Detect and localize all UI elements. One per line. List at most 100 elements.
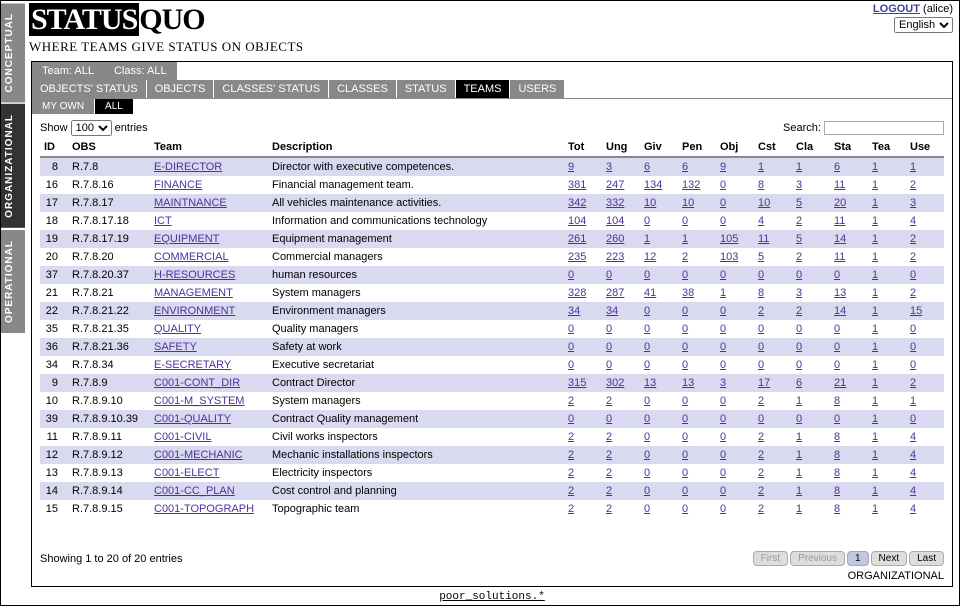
count-link[interactable]: 1: [872, 341, 878, 353]
count-link[interactable]: 0: [644, 431, 650, 443]
count-link[interactable]: 287: [606, 287, 624, 299]
count-link[interactable]: 0: [796, 269, 802, 281]
count-link[interactable]: 2: [568, 431, 574, 443]
count-link[interactable]: 1: [872, 215, 878, 227]
count-link[interactable]: 2: [910, 179, 916, 191]
count-link[interactable]: 2: [796, 215, 802, 227]
count-link[interactable]: 0: [720, 269, 726, 281]
pager-previous[interactable]: Previous: [790, 551, 845, 566]
count-link[interactable]: 1: [910, 161, 916, 173]
count-link[interactable]: 0: [720, 395, 726, 407]
count-link[interactable]: 0: [910, 323, 916, 335]
team-link[interactable]: C001-CONT_DIR: [154, 377, 240, 389]
count-link[interactable]: 0: [682, 341, 688, 353]
count-link[interactable]: 0: [644, 359, 650, 371]
tab-teams[interactable]: TEAMS: [456, 80, 511, 98]
count-link[interactable]: 8: [834, 449, 840, 461]
count-link[interactable]: 1: [796, 503, 802, 515]
col-tea[interactable]: Tea: [868, 138, 906, 157]
count-link[interactable]: 0: [720, 323, 726, 335]
count-link[interactable]: 1: [872, 179, 878, 191]
count-link[interactable]: 0: [720, 305, 726, 317]
count-link[interactable]: 10: [758, 197, 770, 209]
count-link[interactable]: 3: [796, 287, 802, 299]
count-link[interactable]: 17: [758, 377, 770, 389]
count-link[interactable]: 2: [796, 305, 802, 317]
tab-objects-status[interactable]: OBJECTS' STATUS: [32, 80, 147, 98]
team-link[interactable]: E-SECRETARY: [154, 359, 231, 371]
count-link[interactable]: 0: [796, 341, 802, 353]
count-link[interactable]: 2: [910, 287, 916, 299]
count-link[interactable]: 2: [758, 395, 764, 407]
count-link[interactable]: 0: [910, 413, 916, 425]
search-input[interactable]: [824, 121, 944, 135]
count-link[interactable]: 1: [872, 323, 878, 335]
context-tab[interactable]: Team: ALL: [32, 62, 104, 80]
count-link[interactable]: 315: [568, 377, 586, 389]
count-link[interactable]: 0: [910, 341, 916, 353]
count-link[interactable]: 1: [872, 449, 878, 461]
count-link[interactable]: 105: [720, 233, 738, 245]
count-link[interactable]: 2: [568, 467, 574, 479]
count-link[interactable]: 6: [682, 161, 688, 173]
count-link[interactable]: 2: [682, 251, 688, 263]
count-link[interactable]: 12: [644, 251, 656, 263]
count-link[interactable]: 0: [720, 449, 726, 461]
team-link[interactable]: FINANCE: [154, 179, 202, 191]
count-link[interactable]: 0: [644, 503, 650, 515]
team-link[interactable]: E-DIRECTOR: [154, 161, 222, 173]
count-link[interactable]: 3: [720, 377, 726, 389]
count-link[interactable]: 6: [796, 377, 802, 389]
team-link[interactable]: C001-QUALITY: [154, 413, 231, 425]
count-link[interactable]: 0: [758, 323, 764, 335]
col-description[interactable]: Description: [268, 138, 564, 157]
count-link[interactable]: 1: [796, 485, 802, 497]
count-link[interactable]: 0: [834, 341, 840, 353]
count-link[interactable]: 0: [758, 413, 764, 425]
count-link[interactable]: 0: [682, 503, 688, 515]
count-link[interactable]: 8: [834, 395, 840, 407]
count-link[interactable]: 0: [758, 341, 764, 353]
count-link[interactable]: 381: [568, 179, 586, 191]
count-link[interactable]: 328: [568, 287, 586, 299]
count-link[interactable]: 9: [720, 161, 726, 173]
count-link[interactable]: 0: [834, 323, 840, 335]
count-link[interactable]: 1: [872, 197, 878, 209]
count-link[interactable]: 2: [758, 305, 764, 317]
count-link[interactable]: 1: [872, 485, 878, 497]
team-link[interactable]: EQUIPMENT: [154, 233, 219, 245]
count-link[interactable]: 1: [872, 503, 878, 515]
count-link[interactable]: 0: [758, 269, 764, 281]
count-link[interactable]: 38: [682, 287, 694, 299]
count-link[interactable]: 0: [720, 215, 726, 227]
team-link[interactable]: C001-ELECT: [154, 467, 219, 479]
count-link[interactable]: 0: [568, 323, 574, 335]
count-link[interactable]: 4: [758, 215, 764, 227]
col-sta[interactable]: Sta: [830, 138, 868, 157]
col-ung[interactable]: Ung: [602, 138, 640, 157]
count-link[interactable]: 1: [796, 161, 802, 173]
team-link[interactable]: H-RESOURCES: [154, 269, 235, 281]
col-tot[interactable]: Tot: [564, 138, 602, 157]
pager-first[interactable]: First: [753, 551, 788, 566]
logout-link[interactable]: LOGOUT: [873, 3, 920, 15]
count-link[interactable]: 11: [834, 179, 845, 191]
count-link[interactable]: 223: [606, 251, 624, 263]
count-link[interactable]: 2: [758, 467, 764, 479]
count-link[interactable]: 1: [872, 359, 878, 371]
count-link[interactable]: 1: [796, 467, 802, 479]
count-link[interactable]: 20: [834, 197, 846, 209]
count-link[interactable]: 4: [910, 449, 916, 461]
count-link[interactable]: 0: [720, 467, 726, 479]
count-link[interactable]: 0: [682, 449, 688, 461]
count-link[interactable]: 2: [568, 395, 574, 407]
count-link[interactable]: 2: [910, 251, 916, 263]
count-link[interactable]: 0: [720, 413, 726, 425]
count-link[interactable]: 8: [834, 503, 840, 515]
count-link[interactable]: 0: [720, 359, 726, 371]
count-link[interactable]: 0: [796, 323, 802, 335]
count-link[interactable]: 1: [872, 431, 878, 443]
count-link[interactable]: 11: [834, 251, 845, 263]
col-giv[interactable]: Giv: [640, 138, 678, 157]
count-link[interactable]: 0: [682, 485, 688, 497]
